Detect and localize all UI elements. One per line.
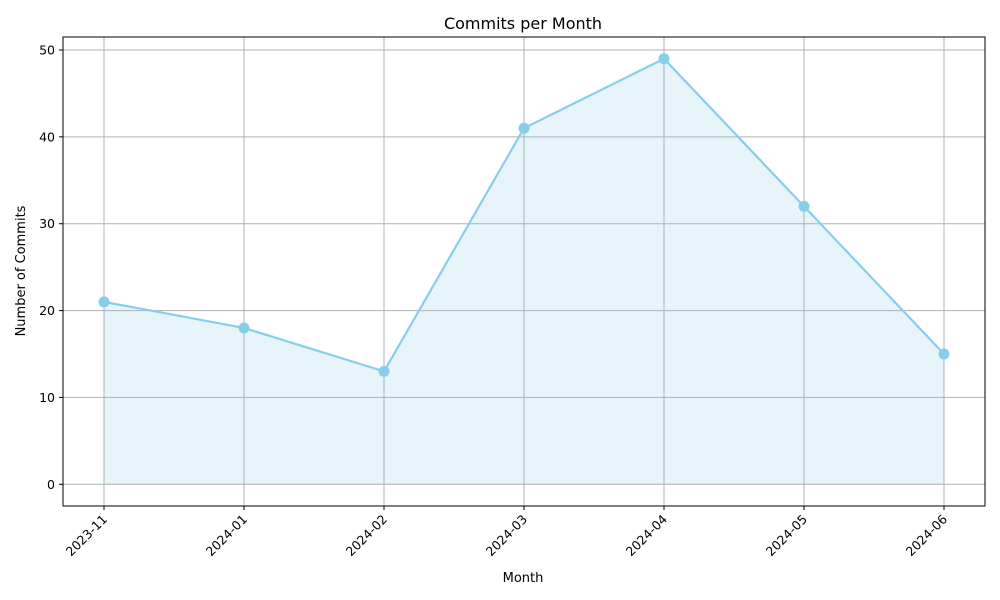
y-tick-label: 30 (39, 216, 55, 231)
x-tick-label: 2024-05 (763, 512, 811, 560)
chart-title: Commits per Month (444, 14, 602, 33)
y-tick-label: 0 (47, 477, 55, 492)
data-point (798, 200, 810, 212)
x-tick-label: 2023-11 (63, 512, 111, 560)
x-tick-label: 2024-06 (903, 511, 951, 559)
data-point (98, 296, 110, 308)
y-axis-label: Number of Commits (14, 205, 29, 336)
x-tick-label: 2024-03 (483, 512, 531, 560)
data-markers (98, 53, 950, 377)
data-point (378, 365, 390, 377)
data-point (238, 322, 250, 334)
grid (63, 37, 985, 506)
y-tick-label: 40 (39, 129, 55, 144)
data-point (938, 348, 950, 360)
x-axis-ticks: 2023-11 2024-01 2024-02 2024-03 2024-04 2024-… (63, 506, 951, 560)
data-point (518, 122, 530, 134)
y-tick-label: 50 (39, 43, 55, 58)
area-fill (104, 58, 944, 485)
y-axis-ticks: 0 10 20 30 40 50 (39, 43, 63, 492)
data-point (658, 53, 670, 65)
x-tick-label: 2024-01 (203, 512, 251, 560)
x-tick-label: 2024-04 (623, 511, 671, 559)
x-tick-label: 2024-02 (343, 512, 391, 560)
y-tick-label: 10 (39, 390, 55, 405)
y-tick-label: 20 (39, 303, 55, 318)
x-axis-label: Month (503, 571, 544, 586)
